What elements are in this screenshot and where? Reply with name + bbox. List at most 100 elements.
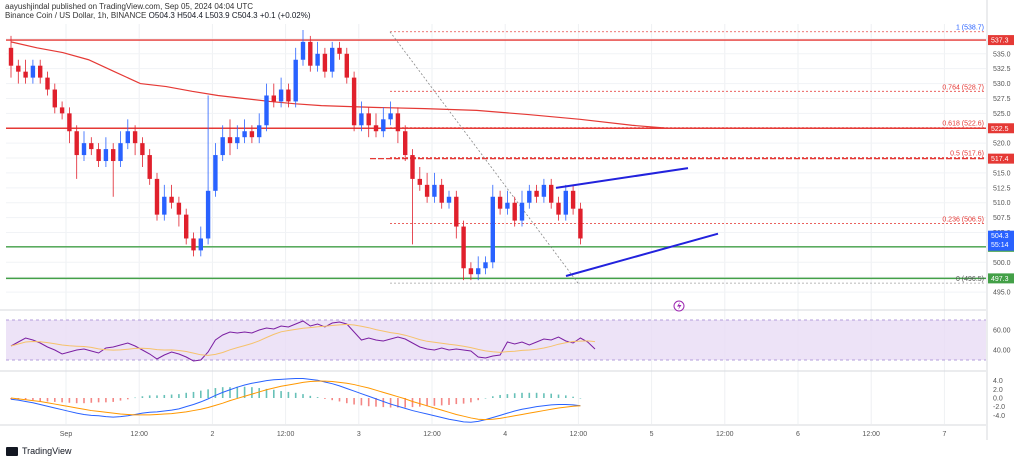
- candle-body: [125, 131, 130, 144]
- macd-histogram-bar: [141, 396, 144, 398]
- price-tick-label: 515.0: [993, 170, 1011, 177]
- candle: [184, 208, 189, 245]
- macd-histogram-bar: [411, 398, 414, 408]
- macd-histogram-bar: [375, 398, 377, 407]
- fib-level-label: 0.236 (506.5): [942, 217, 984, 224]
- macd-histogram-bar: [484, 398, 487, 399]
- candle: [67, 107, 72, 144]
- candle: [59, 101, 65, 120]
- price-tick-label: 520.0: [993, 141, 1011, 148]
- macd-histogram-bar: [75, 398, 78, 404]
- candle: [549, 178, 554, 209]
- macd-histogram-bar: [389, 398, 392, 408]
- candle-body: [505, 202, 510, 209]
- time-tick-label: 6: [796, 431, 800, 438]
- candle-body: [205, 190, 211, 239]
- rsi-panel: 60.00 40.00: [6, 319, 1011, 362]
- candle-body: [308, 41, 313, 66]
- ascending-channel: [555, 167, 719, 277]
- candle: [52, 83, 57, 114]
- candle: [359, 101, 364, 132]
- macd-histogram-bar: [134, 397, 136, 399]
- time-tick-label: 2: [210, 431, 214, 438]
- macd-histogram-bar: [32, 398, 34, 401]
- candle-body: [512, 202, 517, 221]
- price-tick-label: 507.5: [993, 215, 1011, 222]
- candle: [476, 256, 481, 281]
- candle-body: [519, 202, 525, 221]
- candle-body: [118, 143, 123, 162]
- candle: [81, 131, 87, 162]
- candle: [286, 83, 291, 108]
- candle: [30, 59, 36, 84]
- candle: [563, 184, 568, 221]
- macd-histogram-bar: [316, 397, 319, 398]
- macd-histogram-bar: [83, 398, 85, 404]
- candle: [330, 41, 335, 78]
- brand-label: TradingView: [22, 446, 72, 456]
- macd-histogram-bar: [24, 398, 27, 400]
- macd-histogram-bar: [550, 393, 552, 398]
- macd-histogram-bar: [499, 394, 501, 398]
- candle-body: [23, 71, 28, 78]
- macd-histogram-bar: [492, 396, 494, 398]
- macd-histogram-bar: [178, 394, 180, 398]
- candle: [103, 137, 109, 167]
- candle: [366, 107, 371, 138]
- price-tick-label: 525.0: [993, 111, 1011, 118]
- macd-histogram-bar: [338, 398, 341, 402]
- candle-body: [417, 178, 422, 185]
- macd-histogram-bar: [68, 398, 71, 403]
- macd-histogram-bar: [433, 398, 436, 406]
- moving-average-line: [10, 41, 669, 129]
- fibonacci-retracement: 1 (538.7) 0.764 (528.7) 0.618 (522.6) 0.5 (…: [389, 25, 986, 284]
- tradingview-brand: TradingView: [6, 446, 72, 456]
- time-tick-label: Sep: [60, 431, 73, 438]
- candle-body: [483, 262, 488, 269]
- macd-histogram-bar: [156, 395, 158, 398]
- price-axis: 495.0497.5500.0502.5505.0507.5510.0512.5…: [988, 35, 1014, 297]
- candle: [381, 107, 386, 138]
- macd-histogram-bar: [54, 398, 56, 402]
- candle-body: [38, 65, 43, 78]
- macd-histogram-bar: [455, 398, 458, 405]
- candle-body: [300, 41, 306, 60]
- candle-body: [468, 268, 474, 275]
- macd-histogram-bar: [258, 388, 260, 398]
- macd-tick-label: 0.0: [993, 396, 1003, 403]
- time-tick-label: 12:00: [277, 431, 295, 438]
- candle: [162, 184, 167, 221]
- candle-body: [330, 47, 335, 72]
- macd-histogram-bar: [119, 398, 122, 401]
- candle-body: [286, 89, 291, 102]
- macd-histogram-bar: [97, 398, 100, 403]
- fib-level-label: 1 (538.7): [956, 25, 984, 32]
- candle: [439, 178, 444, 209]
- macd-histogram-bar: [382, 398, 385, 408]
- candle-body: [169, 196, 174, 203]
- candle-body: [147, 155, 152, 179]
- candle-body: [570, 190, 576, 209]
- candle-body: [184, 214, 189, 239]
- candle: [16, 59, 21, 84]
- macd-histogram-bar: [207, 389, 209, 398]
- candle-body: [322, 53, 328, 72]
- candle: [344, 47, 349, 84]
- candle: [315, 41, 320, 72]
- price-tick-label: 510.0: [993, 200, 1011, 207]
- macd-histogram-bar: [397, 398, 399, 408]
- current-price-tag: 504.3 55:14: [988, 230, 1014, 251]
- price-tick-label: 535.0: [993, 51, 1011, 58]
- current-price-bg: [988, 230, 1014, 251]
- price-tick-label: 532.5: [993, 66, 1011, 73]
- candle: [198, 226, 203, 257]
- candle: [8, 35, 14, 78]
- time-tick-label: 12:00: [716, 431, 734, 438]
- macd-histogram-bar: [528, 392, 531, 398]
- candle-body: [461, 226, 466, 269]
- macd-tick-label: 2.0: [993, 387, 1003, 394]
- time-tick-label: 7: [942, 431, 946, 438]
- candle: [293, 47, 298, 108]
- price-tag-bg: [988, 153, 1014, 164]
